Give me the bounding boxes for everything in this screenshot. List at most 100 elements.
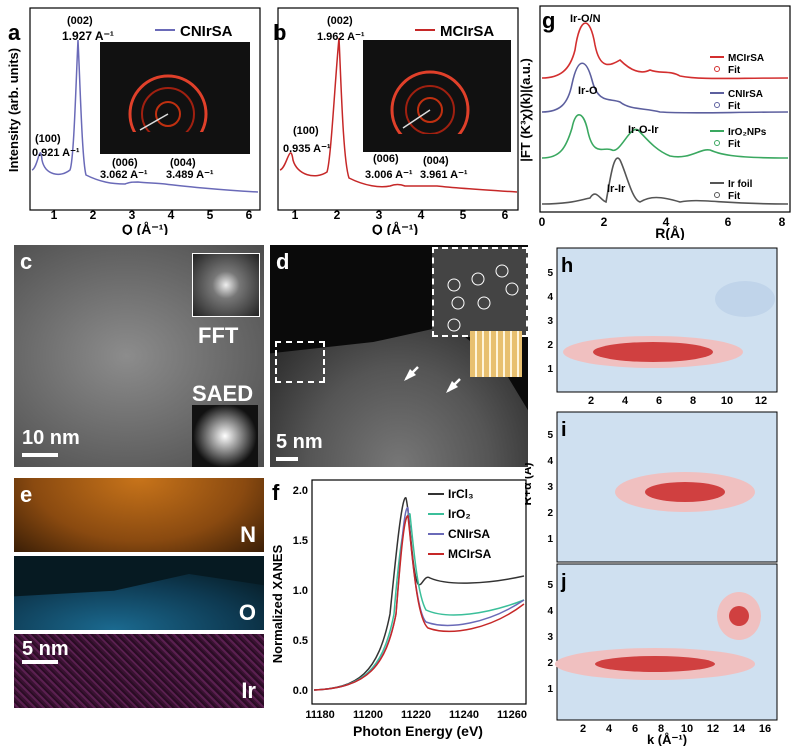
panel-e-map-n: e N [14, 478, 264, 552]
xlabel-a: Q (Å⁻¹) [122, 221, 168, 235]
svg-text:CNIrSA: CNIrSA [448, 527, 490, 541]
svg-text:2: 2 [588, 395, 594, 407]
scale-c: 10 nm [22, 427, 80, 449]
xlabel-b: Q (Å⁻¹) [372, 221, 418, 235]
scale-e: 5 nm [22, 638, 69, 660]
svg-text:1: 1 [547, 684, 553, 695]
svg-text:1.5: 1.5 [293, 535, 308, 547]
panel-label-f: f [272, 480, 280, 505]
fft-label: FFT [198, 323, 239, 348]
panel-label-d: d [276, 249, 290, 274]
svg-text:(004): (004) [423, 155, 449, 167]
svg-text:6: 6 [246, 208, 253, 222]
saed-inset-c [192, 405, 258, 467]
panel-label-b: b [273, 20, 286, 45]
svg-text:4: 4 [606, 723, 613, 735]
panel-label-a: a [8, 20, 21, 45]
saed-label: SAED [192, 381, 254, 406]
xlabel-g: R(Å) [655, 225, 685, 240]
svg-text:4: 4 [547, 606, 553, 617]
xrd-curve-a [31, 39, 259, 193]
svg-text:2: 2 [90, 208, 97, 222]
svg-text:11180: 11180 [305, 709, 334, 721]
svg-text:6: 6 [502, 208, 509, 222]
scale-d: 5 nm [276, 431, 323, 453]
panel-e-map-o: O [14, 556, 264, 630]
svg-text:Ir foil: Ir foil [728, 179, 753, 190]
svg-text:3.062 A⁻¹: 3.062 A⁻¹ [100, 169, 148, 181]
svg-text:6: 6 [632, 723, 638, 735]
svg-text:Fit: Fit [728, 191, 741, 202]
svg-text:3: 3 [547, 482, 553, 493]
svg-text:2: 2 [547, 340, 553, 351]
svg-text:3: 3 [376, 208, 383, 222]
svg-text:MCIrSA: MCIrSA [448, 547, 492, 561]
svg-text:10: 10 [681, 723, 693, 735]
svg-text:IrCl₃: IrCl₃ [448, 487, 474, 501]
svg-text:11260: 11260 [497, 709, 527, 721]
line-profile-inset [470, 331, 522, 377]
svg-text:14: 14 [733, 723, 746, 735]
ylabel-a: Intensity (arb. units) [6, 48, 21, 172]
svg-text:12: 12 [755, 395, 767, 407]
xlabel-f: Photon Energy (eV) [353, 723, 483, 739]
svg-text:0.921 A⁻¹: 0.921 A⁻¹ [32, 147, 80, 159]
svg-text:Fit: Fit [728, 139, 741, 150]
svg-text:(006): (006) [112, 157, 138, 169]
svg-text:5: 5 [547, 268, 553, 279]
panel-c-tem-image: c FFT SAED 10 nm [14, 245, 264, 467]
svg-text:6: 6 [656, 395, 662, 407]
svg-text:Ir-O/N: Ir-O/N [570, 13, 601, 25]
svg-text:4: 4 [547, 456, 553, 467]
panel-g: g |FT (K³χ)(k)|(a.u.) 0 2 4 6 8 R(Å) Ir-… [518, 0, 793, 241]
svg-text:1.0: 1.0 [293, 585, 308, 597]
ylabel-hij: R+α (Å) [525, 462, 534, 505]
panel-label-j: j [560, 571, 567, 593]
svg-text:1.962 A⁻¹: 1.962 A⁻¹ [317, 31, 365, 43]
svg-text:8: 8 [658, 723, 664, 735]
svg-text:10: 10 [721, 395, 733, 407]
svg-text:1: 1 [547, 534, 553, 545]
svg-text:Fit: Fit [728, 101, 741, 112]
panel-a: a Intensity (arb. units) 1 2 3 4 5 6 Q (… [0, 0, 265, 237]
svg-text:11200: 11200 [353, 709, 383, 721]
svg-text:(100): (100) [293, 125, 319, 137]
svg-text:4: 4 [622, 395, 629, 407]
fft-inset [192, 253, 260, 317]
svg-text:2: 2 [580, 723, 586, 735]
svg-text:11240: 11240 [449, 709, 479, 721]
svg-text:Ir-O-Ir: Ir-O-Ir [628, 124, 659, 136]
ylabel-f: Normalized XANES [270, 544, 285, 663]
legend-a: CNIrSA [180, 23, 233, 40]
svg-text:5: 5 [547, 430, 553, 441]
zoom-inset-d [432, 247, 528, 337]
panel-b: b 1 2 3 4 5 6 Q (Å⁻¹) MCIrSA (100) 0.935… [265, 0, 530, 237]
svg-text:0.5: 0.5 [293, 635, 308, 647]
svg-text:5: 5 [207, 208, 214, 222]
panel-label-h: h [561, 255, 573, 277]
svg-text:Ir-O: Ir-O [578, 85, 598, 97]
selection-box [275, 341, 325, 383]
svg-text:12: 12 [707, 723, 719, 735]
panel-label-g: g [542, 8, 555, 33]
svg-text:(006): (006) [373, 153, 399, 165]
panel-label-c: c [20, 249, 33, 274]
svg-text:(100): (100) [35, 133, 61, 145]
svg-text:2.0: 2.0 [293, 485, 308, 497]
svg-text:0.935 A⁻¹: 0.935 A⁻¹ [283, 143, 331, 155]
panel-label-i: i [561, 419, 567, 441]
exafs-chart-g: g |FT (K³χ)(k)|(a.u.) 0 2 4 6 8 R(Å) Ir-… [518, 5, 791, 241]
xlabel-hij: k (Å⁻¹) [647, 732, 687, 746]
svg-text:(002): (002) [327, 15, 353, 27]
svg-text:1: 1 [51, 208, 58, 222]
svg-text:4: 4 [168, 208, 175, 222]
svg-text:11220: 11220 [401, 709, 431, 721]
panel-hij: R+α (Å) h i j 1 2 3 4 5 1 2 3 4 5 1 [519, 244, 793, 747]
svg-text:3: 3 [547, 632, 553, 643]
svg-text:5: 5 [547, 580, 553, 591]
svg-text:5: 5 [460, 208, 467, 222]
panel-label-e: e [20, 482, 33, 507]
svg-text:3: 3 [129, 208, 136, 222]
svg-text:MCIrSA: MCIrSA [728, 53, 764, 64]
svg-text:0: 0 [539, 215, 546, 229]
